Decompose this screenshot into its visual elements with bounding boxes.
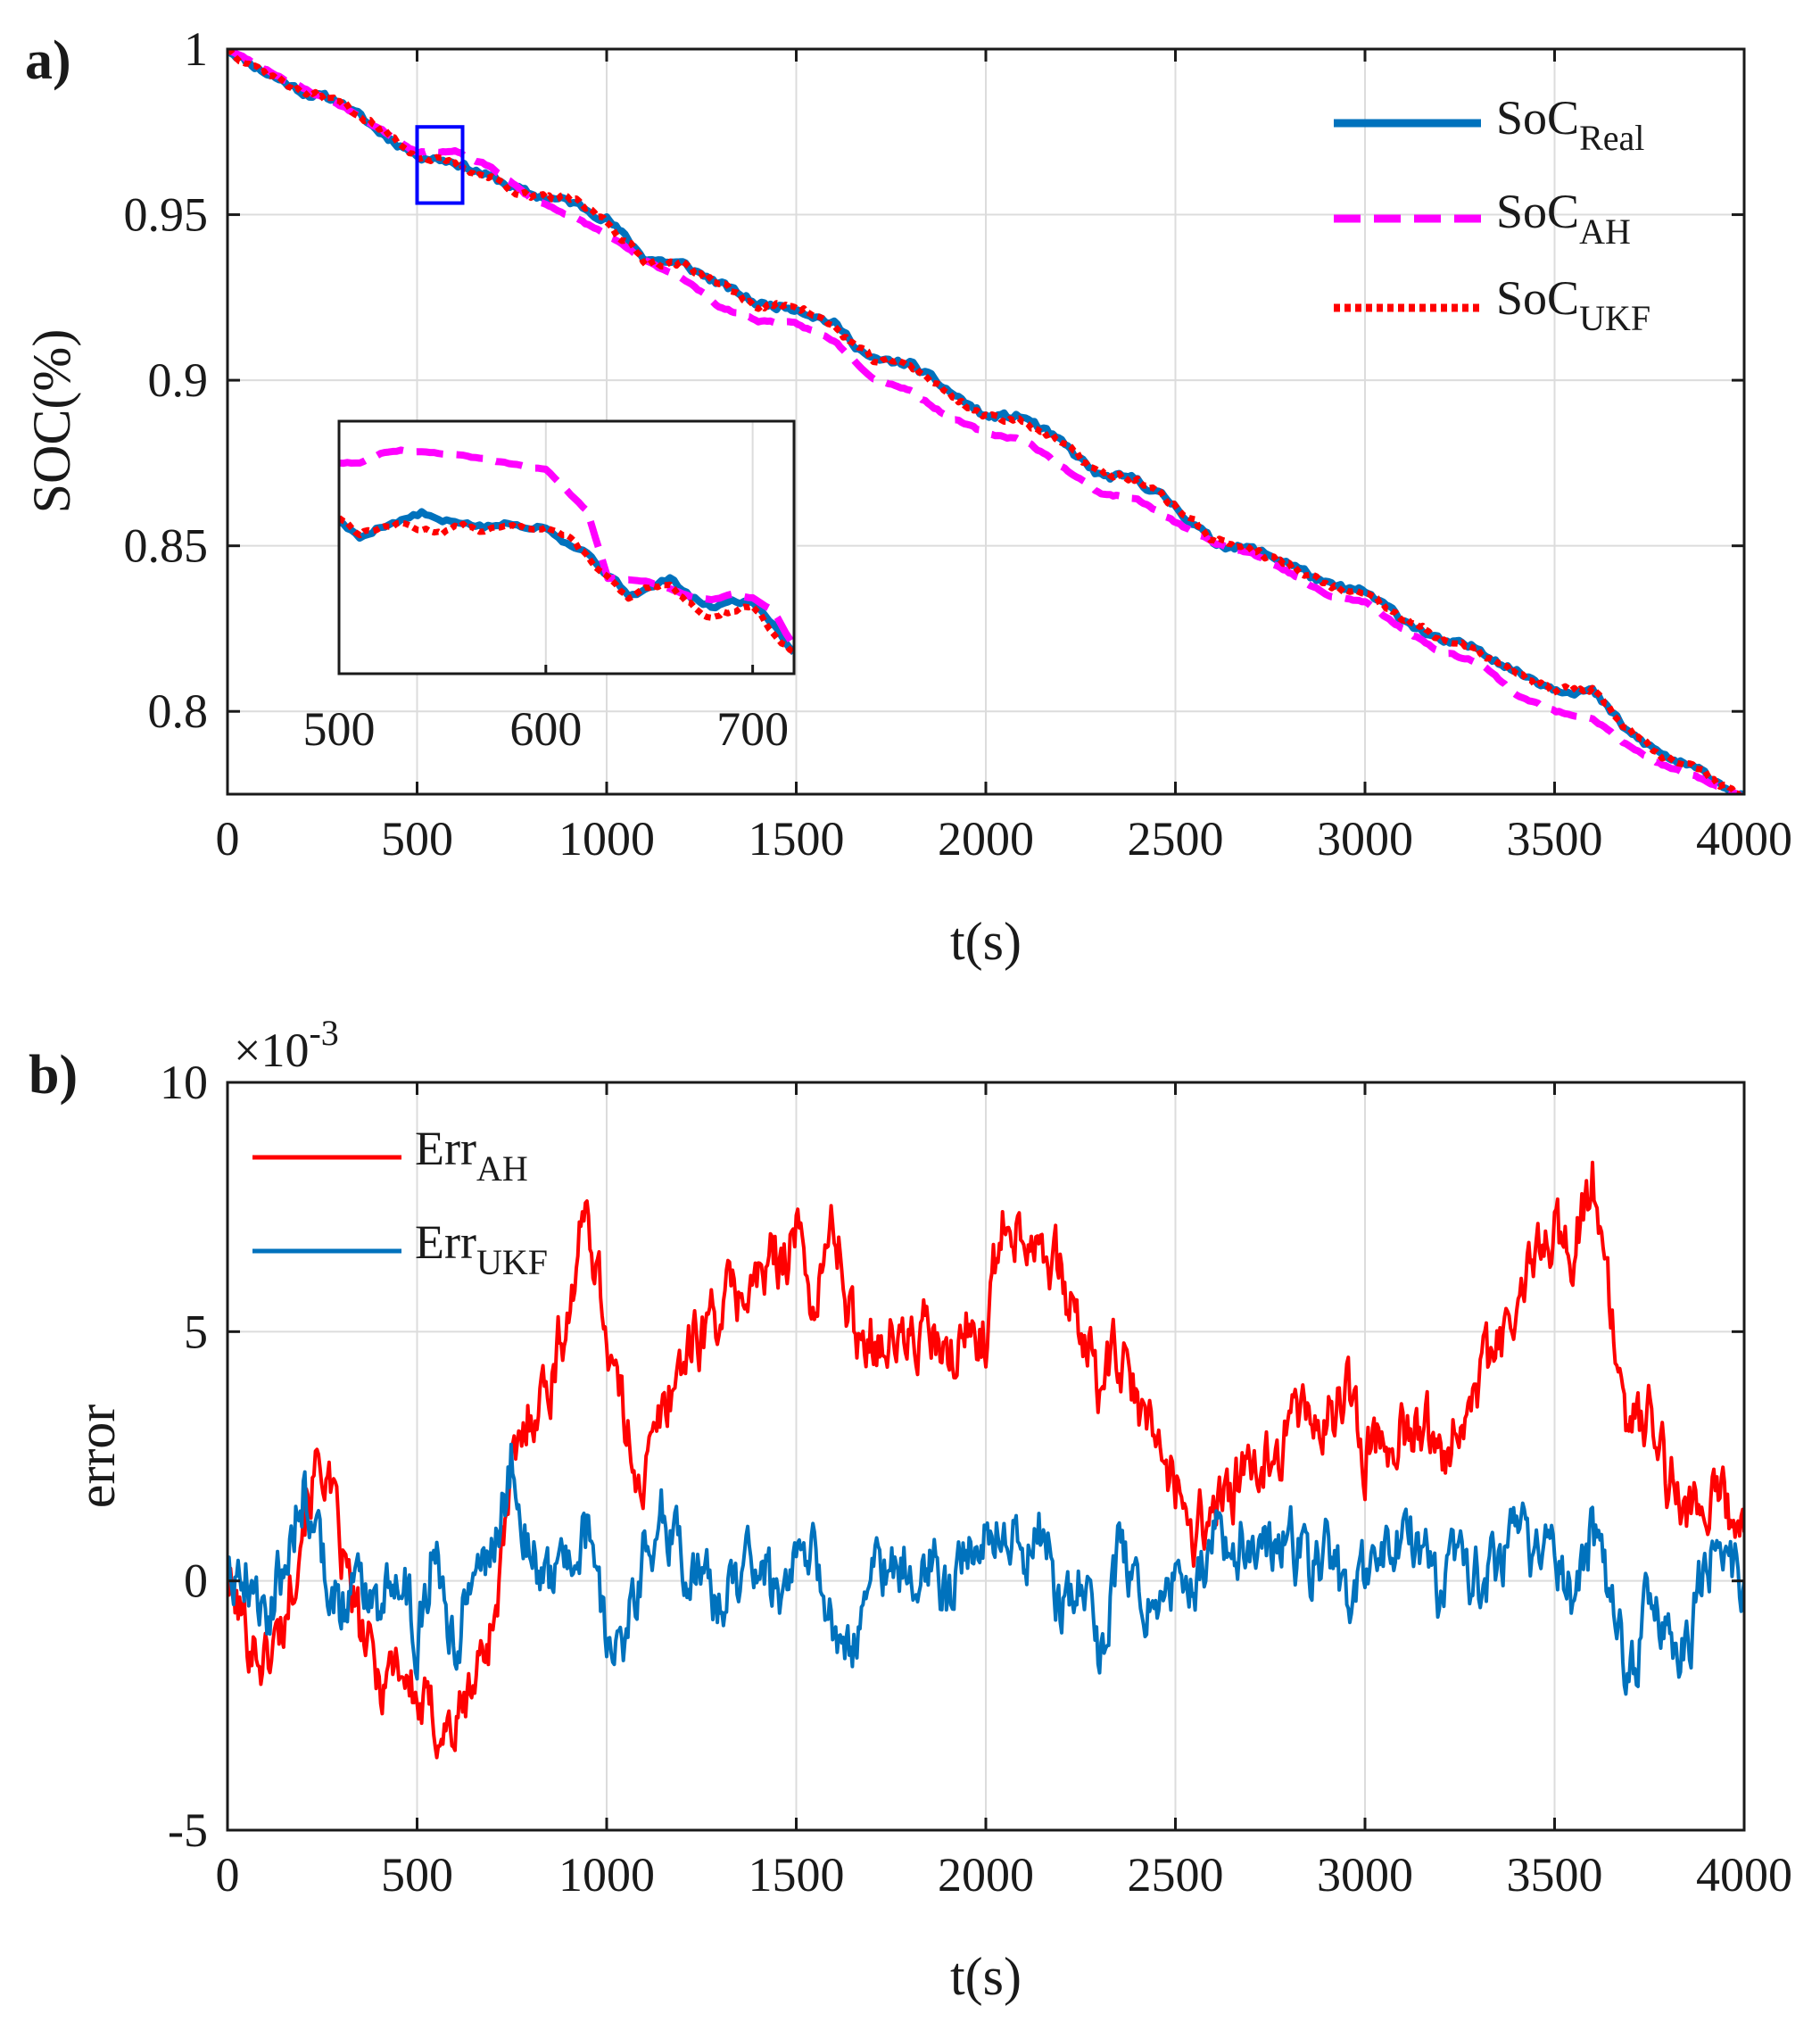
xlabel-b: t(s)	[950, 1947, 1022, 2006]
x-tick-label: 4000	[1696, 812, 1792, 866]
x-tick-label: 0	[216, 812, 240, 866]
inset-tick-label: 700	[716, 702, 789, 756]
y-tick-label: 10	[160, 1056, 208, 1109]
x-tick-label: 3000	[1317, 1848, 1413, 1902]
x-tick-label: 3500	[1507, 1848, 1603, 1902]
x-tick-label: 2000	[938, 1848, 1034, 1902]
lines-a	[228, 49, 1744, 794]
x-tick-label: 2000	[938, 812, 1034, 866]
x-tick-label: 4000	[1696, 1848, 1792, 1902]
y-tick-label: 1	[184, 22, 208, 76]
x-tick-label: 2500	[1128, 1848, 1224, 1902]
inset-frame	[337, 419, 796, 675]
y-tick-label: -5	[168, 1803, 208, 1857]
panel-label-a: a)	[25, 30, 71, 91]
xlabel-a: t(s)	[950, 912, 1022, 971]
series-err-ukf	[228, 1442, 1744, 1696]
x-tick-label: 500	[381, 1848, 453, 1902]
legend-label-soc-ukf: SoCUKF	[1496, 271, 1650, 338]
y-tick-label: 0.95	[124, 188, 209, 242]
inset-lines	[339, 446, 794, 656]
y-tick-label: 0.9	[148, 353, 209, 407]
legend-label-err-ukf: ErrUKF	[415, 1215, 548, 1282]
x-tick-label: 1000	[558, 1848, 655, 1902]
legend-b: ErrAH ErrUKF	[252, 1122, 548, 1282]
legend-a: SoCReal SoCAH SoCUKF	[1334, 91, 1650, 338]
x-tick-label: 1500	[749, 1848, 845, 1902]
inset-tick-label: 500	[303, 702, 376, 756]
ylabel-a: SOC(%)	[22, 329, 81, 514]
legend-label-soc-real: SoCReal	[1496, 91, 1644, 158]
y-tick-label: 0	[184, 1554, 208, 1608]
inset: 500 600 700	[303, 419, 796, 756]
lines-b	[228, 1160, 1744, 1760]
x-tick-label: 0	[216, 1848, 240, 1902]
ylabel-b: error	[67, 1405, 126, 1509]
zoom-box	[415, 125, 465, 205]
series-soc-ah	[228, 49, 1744, 794]
inset-series-soc-ah	[339, 446, 794, 649]
inset-series-soc-real	[339, 508, 794, 656]
x-tick-label: 3000	[1317, 812, 1413, 866]
legend-label-err-ah: ErrAH	[415, 1122, 528, 1189]
x-tick-label: 2500	[1128, 812, 1224, 866]
ticks-a: 0 500 1000 1500 2000 2500 3000 3500 40000.80.850…	[124, 22, 1793, 866]
inset-tick-label: 600	[509, 702, 582, 756]
series-err-ah	[228, 1160, 1744, 1760]
x-tick-label: 3500	[1507, 812, 1603, 866]
inset-background	[339, 421, 794, 674]
panel-label-b: b)	[29, 1045, 78, 1106]
x-tick-label: 1000	[558, 812, 655, 866]
panel-a: 0 500 1000 1500 2000 2500 3000 3500 40000.80.850…	[22, 22, 1792, 971]
inset-ticks: 500 600 700	[303, 665, 789, 756]
exponent-label-b: ×10-3	[234, 1013, 339, 1077]
y-tick-label: 0.85	[124, 519, 209, 573]
series-soc-ukf	[228, 49, 1743, 794]
grid-a	[228, 49, 1744, 794]
legend-label-soc-ah: SoCAH	[1496, 185, 1631, 252]
x-tick-label: 1500	[749, 812, 845, 866]
y-tick-label: 5	[184, 1305, 208, 1358]
inset-grid	[544, 421, 754, 674]
inset-series-soc-ukf	[339, 515, 794, 655]
x-tick-label: 500	[381, 812, 453, 866]
y-tick-label: 0.8	[148, 684, 209, 738]
